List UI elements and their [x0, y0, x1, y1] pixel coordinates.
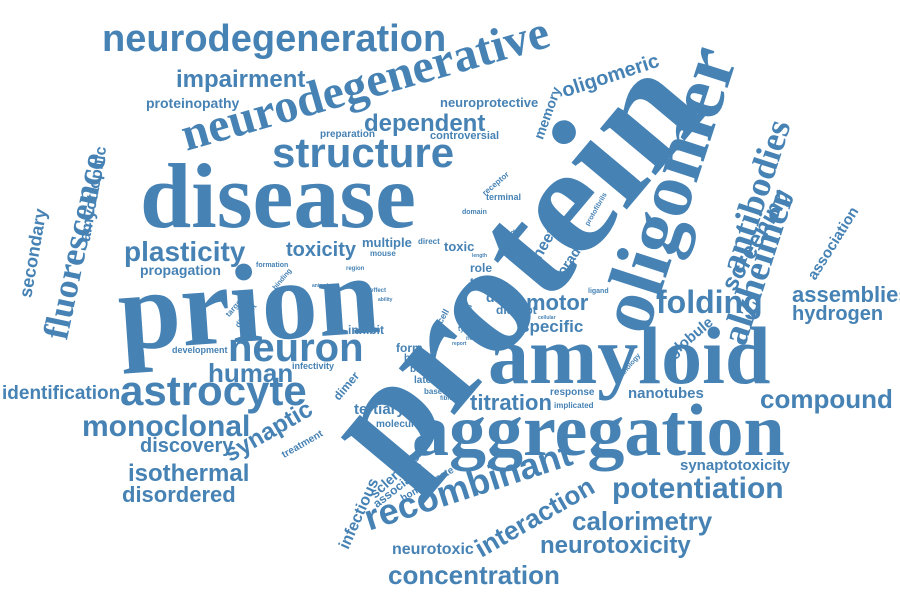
word-based: based: [424, 387, 448, 396]
word-effect: effect: [370, 288, 387, 294]
word-aggregation: aggregation: [412, 390, 785, 472]
word-identification: identification: [2, 383, 121, 404]
word-molecule: molecule: [376, 419, 420, 430]
word-type: type: [458, 326, 473, 333]
word-formation: formation: [256, 262, 289, 269]
word-fibrillar: fibrillar: [440, 396, 461, 402]
word-motor: motor: [526, 290, 589, 315]
word-report: report: [452, 341, 467, 347]
word-compound: compound: [760, 384, 893, 414]
word-response: response: [550, 387, 595, 398]
word-development: development: [172, 345, 228, 355]
word-proteinopathy: proteinopathy: [146, 95, 240, 111]
word-ability: ability: [378, 297, 393, 303]
word-direct: direct: [418, 237, 440, 246]
word-impairment: impairment: [176, 66, 306, 93]
word-tertiary: tertiary: [354, 401, 405, 418]
word-length: length: [472, 253, 487, 259]
word-prpc: prpc: [456, 315, 472, 322]
word-discovery: discovery: [140, 435, 234, 457]
word-astrocyte: astrocyte: [120, 367, 307, 414]
word-potentiation: potentiation: [612, 472, 784, 505]
word-plasticity: plasticity: [124, 236, 246, 267]
word-synaptotoxicity: synaptotoxicity: [680, 457, 791, 474]
word-neurotoxicity: neurotoxicity: [540, 532, 691, 559]
word-assemblies: assemblies: [792, 282, 900, 307]
word-amyloid: amyloid: [488, 310, 771, 401]
word-neuroprotective: neuroprotective: [440, 95, 539, 110]
word-controversial: controversial: [430, 130, 500, 142]
word-model: model: [500, 230, 521, 237]
word-region: region: [346, 266, 365, 272]
word-toxic: toxic: [444, 239, 475, 254]
word-domain: domain: [462, 209, 487, 216]
word-site: site: [460, 304, 473, 311]
word-neurotoxic: neurotoxic: [392, 541, 474, 558]
word-neurodegeneration: neurodegeneration: [102, 18, 447, 60]
word-block: block: [410, 364, 437, 375]
word-animal: animal: [312, 283, 328, 289]
word-cellular: cellular: [538, 315, 556, 321]
word-infectivity: infectivity: [292, 361, 335, 371]
word-specific: specific: [520, 317, 584, 336]
word-implicated: implicated: [554, 401, 594, 410]
word-structure: structure: [272, 129, 455, 176]
word-dependent: dependent: [364, 110, 486, 137]
word-titration: titration: [470, 390, 552, 415]
word-monoclonal: monoclonal: [82, 410, 251, 443]
word-human: human: [208, 358, 294, 388]
word-propagation: propagation: [140, 262, 221, 278]
word-concentration: concentration: [388, 560, 560, 590]
word-disrupt: disrupt: [496, 303, 537, 317]
word-calorimetry: calorimetry: [572, 506, 713, 536]
word-multiple: multiple: [362, 235, 412, 250]
word-association: association: [804, 204, 863, 283]
word-disease: disease: [140, 145, 416, 247]
word-inhibit: inhibit: [348, 323, 384, 337]
word-nanotubes: nanotubes: [628, 385, 704, 402]
word-terminal: terminal: [486, 192, 522, 202]
word-drug: drug: [486, 289, 518, 305]
word-extract: extract: [482, 340, 502, 346]
word-brain: brain: [404, 353, 429, 364]
word-lateral: lateral: [414, 375, 444, 386]
word-term: term: [470, 275, 497, 289]
word-ligand: ligand: [588, 288, 609, 295]
word-disordered: disordered: [122, 482, 236, 507]
word-isothermal: isothermal: [128, 460, 250, 487]
word-preparation: preparation: [320, 129, 376, 140]
word-mouse: mouse: [370, 249, 396, 258]
word-novel: novel: [466, 336, 482, 342]
word-hydrogen: hydrogen: [792, 303, 884, 325]
word-neuron: neuron: [228, 326, 364, 370]
word-role: role: [470, 261, 493, 275]
word-form: form: [396, 341, 423, 355]
word-folding: folding: [656, 284, 763, 320]
word-toxicity: toxicity: [286, 239, 357, 261]
